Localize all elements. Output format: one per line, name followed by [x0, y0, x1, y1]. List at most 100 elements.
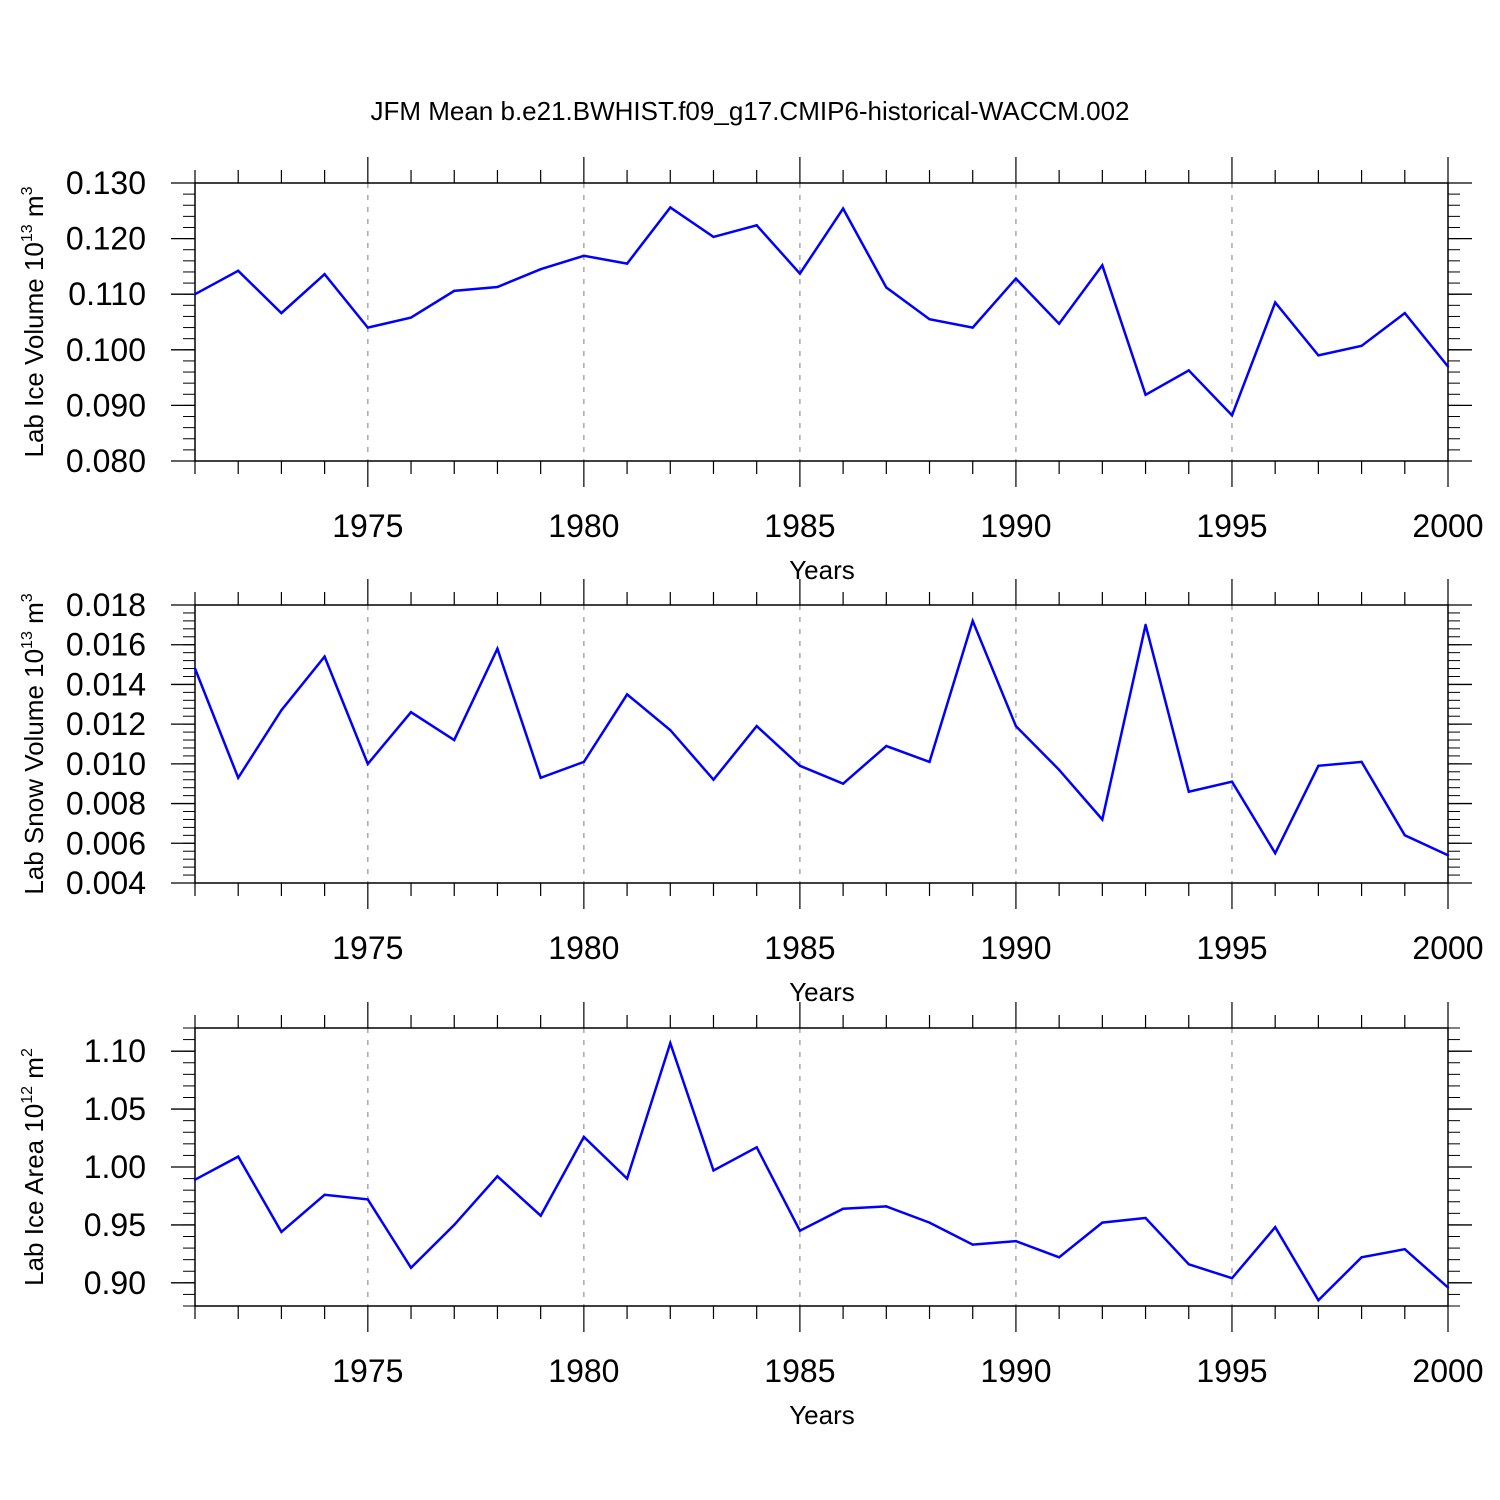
data-point [1187, 1263, 1190, 1266]
data-point [1144, 393, 1147, 397]
x-tick-label: 1990 [980, 508, 1051, 544]
data-point [1187, 790, 1190, 793]
y-label-superscript: 2 [19, 1048, 36, 1057]
x-tick-label: 1990 [980, 930, 1051, 966]
x-tick-label: 1995 [1196, 508, 1267, 544]
data-point [496, 285, 499, 289]
y-label-part [19, 217, 49, 224]
y-label-superscript: 12 [19, 1086, 36, 1104]
data-point [366, 326, 370, 329]
data-point [237, 1155, 240, 1158]
panel-ice-volume: 0.080 0.090 0.100 0.110 0.120 0.130 1975 1980 19… [19, 157, 1484, 585]
data-point [841, 782, 845, 785]
data-point [1360, 344, 1363, 348]
data-point [1144, 1216, 1147, 1220]
data-point [1057, 1256, 1061, 1259]
data-point [755, 724, 758, 728]
series-line [193, 617, 1449, 857]
data-point [885, 744, 888, 748]
data-point [755, 1146, 758, 1149]
data-point [1187, 369, 1190, 372]
x-axis-label: Years [789, 977, 855, 1007]
data-point [712, 235, 715, 239]
data-point [1101, 818, 1104, 821]
y-tick-label: 0.006 [66, 825, 146, 861]
data-point [841, 207, 845, 210]
x-tick-label: 1985 [764, 1353, 835, 1389]
y-label-part: m [19, 602, 49, 624]
x-tick-label: 1975 [332, 930, 403, 966]
data-point [971, 1243, 974, 1246]
data-point [237, 776, 240, 779]
y-tick-label: 1.05 [84, 1091, 146, 1127]
data-point [1014, 724, 1018, 728]
figure-title: JFM Mean b.e21.BWHIST.f09_g17.CMIP6-hist… [370, 96, 1129, 126]
y-label-part: Lab Ice Area [19, 1133, 49, 1286]
data-point [928, 760, 931, 764]
y-label-part: 10 [19, 242, 49, 271]
y-label-part [19, 624, 49, 631]
y-axis-label: Lab Ice Volume 1013 m3 [19, 186, 49, 457]
y-tick-label: 0.110 [68, 276, 146, 312]
data-point [1403, 834, 1406, 837]
data-point [582, 1135, 586, 1139]
data-point [755, 224, 758, 227]
data-point [669, 728, 672, 732]
y-label-part [19, 1079, 49, 1086]
y-label-part: Lab Ice Volume [19, 271, 49, 457]
data-point [280, 709, 283, 712]
plot-frame [194, 1027, 1449, 1307]
data-point [280, 1230, 283, 1234]
data-point [625, 1177, 629, 1180]
panel-ice-area: 0.90 0.95 1.00 1.05 1.10 1975 1980 1985 1990 1995… [19, 1002, 1484, 1430]
data-point [1014, 277, 1018, 280]
x-tick-label: 1995 [1196, 1353, 1267, 1389]
data-point [1446, 365, 1450, 368]
data-point [1273, 301, 1277, 304]
x-tick-label: 1995 [1196, 930, 1267, 966]
x-axis-label: Years [789, 1400, 855, 1430]
y-label-superscript: 3 [19, 593, 36, 602]
data-point [1101, 1221, 1104, 1224]
x-tick-label: 1980 [548, 930, 619, 966]
x-tick-label: 1990 [980, 1353, 1051, 1389]
data-point [453, 1223, 456, 1227]
x-tick-label: 1980 [548, 508, 619, 544]
data-point [885, 286, 888, 289]
data-point [582, 760, 586, 764]
x-tick-label: 1980 [548, 1353, 619, 1389]
series-line [194, 205, 1449, 418]
y-tick-label: 0.090 [66, 387, 146, 423]
data-point [1360, 1256, 1363, 1259]
data-point [496, 647, 499, 650]
data-point [539, 267, 542, 271]
data-point [539, 1214, 542, 1217]
data-point [280, 311, 283, 315]
y-tick-label: 1.10 [84, 1033, 146, 1069]
y-tick-label: 0.016 [66, 627, 146, 663]
data-point [193, 293, 197, 296]
data-point [1057, 322, 1061, 325]
y-tick-label: 0.014 [66, 666, 146, 702]
y-tick-label: 0.018 [66, 587, 146, 623]
x-tick-label: 1985 [764, 930, 835, 966]
data-point [885, 1205, 888, 1208]
data-point [1403, 311, 1406, 315]
y-axis-label: Lab Snow Volume 1013 m3 [19, 593, 49, 894]
y-label-part: Lab Snow Volume [19, 678, 49, 895]
y-tick-label: 0.95 [84, 1207, 146, 1243]
data-point [1317, 764, 1320, 768]
data-point [366, 762, 370, 766]
y-tick-label: 0.010 [66, 746, 146, 782]
data-point [1101, 264, 1104, 267]
data-point [625, 693, 629, 696]
data-point [409, 711, 413, 714]
data-point [1144, 623, 1147, 627]
y-tick-label: 0.008 [66, 786, 146, 822]
data-point [1057, 768, 1061, 772]
data-point [669, 1041, 672, 1045]
data-point [409, 316, 413, 319]
data-point [712, 1169, 715, 1172]
y-tick-label: 0.120 [66, 221, 146, 257]
